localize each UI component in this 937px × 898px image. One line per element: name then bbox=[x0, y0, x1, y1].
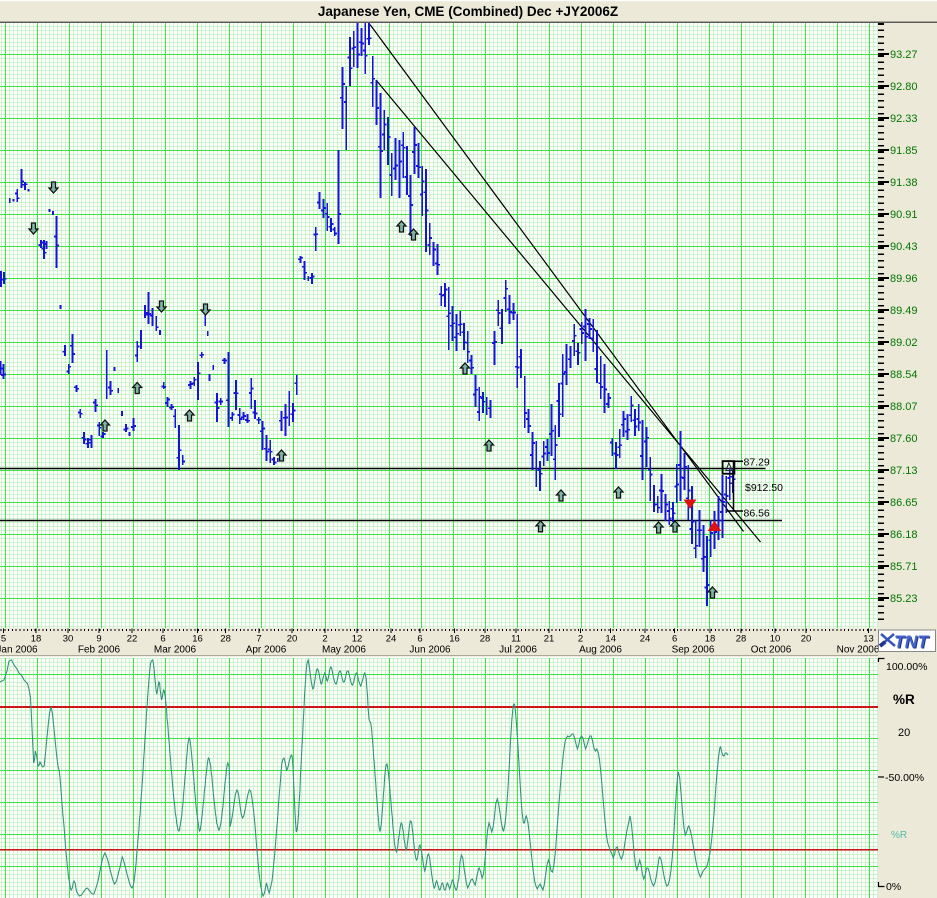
svg-text:%R: %R bbox=[893, 692, 915, 707]
svg-text:12: 12 bbox=[352, 634, 363, 645]
svg-text:2: 2 bbox=[322, 634, 327, 645]
svg-text:90.43: 90.43 bbox=[890, 241, 918, 253]
svg-text:89.96: 89.96 bbox=[890, 273, 918, 285]
svg-text:11: 11 bbox=[511, 634, 521, 645]
svg-text:TNT: TNT bbox=[895, 633, 930, 653]
svg-text:89.49: 89.49 bbox=[890, 305, 918, 317]
svg-text:Apr 2006: Apr 2006 bbox=[246, 645, 287, 656]
svg-text:May 2006: May 2006 bbox=[322, 645, 366, 656]
svg-text:100.00%: 100.00% bbox=[886, 661, 927, 673]
svg-text:85.23: 85.23 bbox=[890, 593, 918, 605]
svg-text:18: 18 bbox=[705, 634, 716, 645]
svg-text:-50.00%: -50.00% bbox=[885, 772, 924, 784]
svg-text:91.85: 91.85 bbox=[890, 145, 918, 157]
svg-text:Nov 2006: Nov 2006 bbox=[837, 645, 880, 656]
svg-text:Jan 2006: Jan 2006 bbox=[0, 645, 38, 656]
svg-text:88.07: 88.07 bbox=[890, 401, 918, 413]
svg-text:5: 5 bbox=[1, 634, 6, 645]
svg-text:Feb 2006: Feb 2006 bbox=[78, 645, 121, 656]
svg-text:86.65: 86.65 bbox=[890, 497, 918, 509]
svg-text:Aug 2006: Aug 2006 bbox=[579, 645, 622, 656]
svg-text:2: 2 bbox=[578, 634, 583, 645]
svg-text:92.80: 92.80 bbox=[890, 81, 918, 93]
svg-text:Oct 2006: Oct 2006 bbox=[751, 645, 792, 656]
svg-text:14: 14 bbox=[605, 634, 616, 645]
svg-text:Jul 2006: Jul 2006 bbox=[499, 645, 537, 656]
svg-text:6: 6 bbox=[160, 634, 165, 645]
svg-text:9: 9 bbox=[96, 634, 101, 645]
svg-text:7: 7 bbox=[256, 634, 261, 645]
svg-text:24: 24 bbox=[386, 634, 397, 645]
svg-text:13: 13 bbox=[863, 634, 874, 645]
svg-text:92.33: 92.33 bbox=[890, 113, 918, 125]
svg-text:87.29: 87.29 bbox=[744, 457, 770, 469]
svg-text:16: 16 bbox=[449, 634, 460, 645]
svg-text:20: 20 bbox=[898, 727, 910, 739]
svg-text:90.91: 90.91 bbox=[890, 209, 918, 221]
svg-text:88.54: 88.54 bbox=[890, 369, 918, 381]
svg-text:6: 6 bbox=[672, 634, 677, 645]
svg-text:Mar 2006: Mar 2006 bbox=[154, 645, 197, 656]
svg-text:21: 21 bbox=[544, 634, 555, 645]
svg-text:22: 22 bbox=[127, 634, 138, 645]
svg-text:Sep 2006: Sep 2006 bbox=[672, 645, 715, 656]
svg-text:Jun 2006: Jun 2006 bbox=[409, 645, 451, 656]
svg-text:86.56: 86.56 bbox=[744, 508, 770, 520]
svg-text:30: 30 bbox=[63, 634, 74, 645]
svg-text:18: 18 bbox=[31, 634, 42, 645]
svg-text:6: 6 bbox=[417, 634, 422, 645]
svg-text:$912.50: $912.50 bbox=[745, 482, 783, 494]
svg-text:TNT: TNT bbox=[894, 632, 929, 652]
svg-text:87.60: 87.60 bbox=[890, 433, 918, 445]
svg-text:20: 20 bbox=[287, 634, 298, 645]
svg-text:10: 10 bbox=[770, 634, 781, 645]
svg-text:20: 20 bbox=[801, 634, 812, 645]
svg-text:28: 28 bbox=[736, 634, 747, 645]
svg-text:91.38: 91.38 bbox=[890, 177, 918, 189]
svg-text:16: 16 bbox=[192, 634, 203, 645]
svg-text:%R: %R bbox=[891, 830, 907, 841]
svg-text:87.13: 87.13 bbox=[890, 465, 918, 477]
svg-text:89.02: 89.02 bbox=[890, 337, 918, 349]
svg-text:93.27: 93.27 bbox=[890, 49, 918, 61]
svg-text:28: 28 bbox=[480, 634, 491, 645]
svg-text:0%: 0% bbox=[886, 881, 901, 893]
svg-text:85.71: 85.71 bbox=[890, 561, 918, 573]
svg-text:28: 28 bbox=[220, 634, 231, 645]
svg-text:Japanese Yen, CME (Combined) D: Japanese Yen, CME (Combined) Dec +JY2006… bbox=[318, 4, 618, 19]
svg-text:86.18: 86.18 bbox=[890, 529, 918, 541]
svg-text:24: 24 bbox=[640, 634, 651, 645]
